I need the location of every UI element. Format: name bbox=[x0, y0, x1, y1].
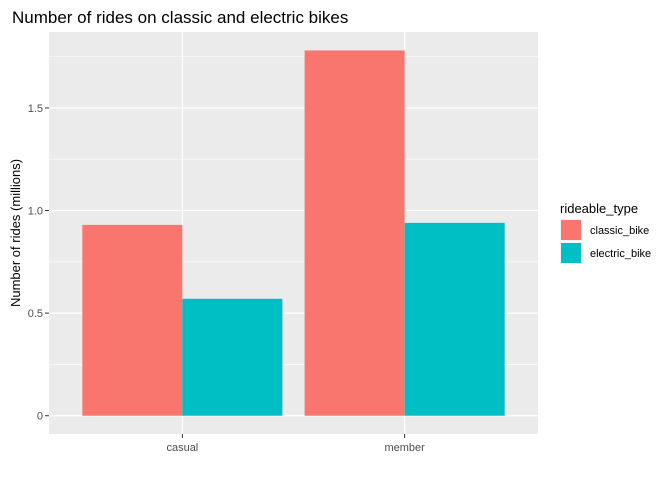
legend-title: rideable_type bbox=[560, 201, 638, 216]
bar-classic_bike-casual bbox=[82, 224, 183, 416]
legend: rideable_type classic_bike electric_bike bbox=[560, 201, 651, 264]
legend-swatch-classic_bike bbox=[561, 220, 581, 240]
legend-label-classic_bike: classic_bike bbox=[590, 225, 649, 237]
y-tick-label: 1.0 bbox=[28, 206, 43, 218]
chart-title: Number of rides on classic and electric … bbox=[12, 8, 348, 27]
x-tick-label: casual bbox=[166, 442, 198, 454]
bar-electric_bike-casual bbox=[182, 298, 283, 416]
y-axis-title: Number of rides (millions) bbox=[8, 159, 23, 307]
y-axis: 0 0.5 1.0 1.5 bbox=[28, 103, 49, 423]
y-tick-label: 0 bbox=[37, 411, 43, 423]
legend-label-electric_bike: electric_bike bbox=[590, 248, 651, 260]
y-tick-label: 1.5 bbox=[28, 103, 43, 115]
x-axis: casual member bbox=[166, 434, 425, 454]
bar-electric_bike-member bbox=[404, 222, 505, 416]
bar-classic_bike-member bbox=[304, 50, 405, 416]
legend-swatch-electric_bike bbox=[561, 243, 581, 263]
y-tick-label: 0.5 bbox=[28, 308, 43, 320]
bars bbox=[82, 50, 505, 416]
x-tick-label: member bbox=[384, 442, 425, 454]
